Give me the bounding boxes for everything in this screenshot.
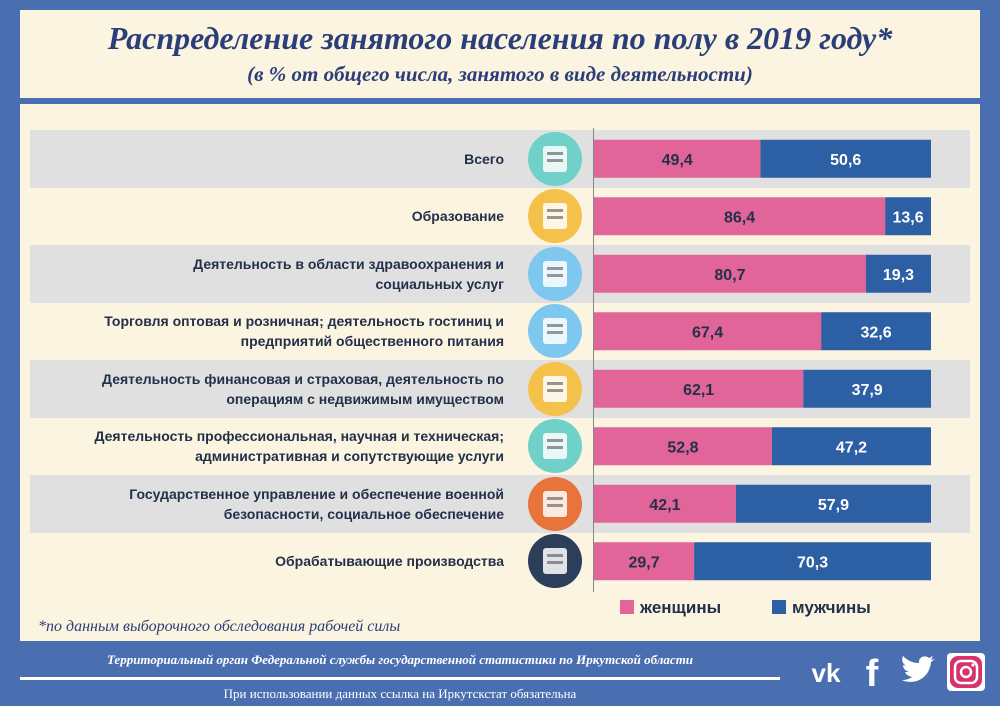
legend-women: женщины [620,598,721,618]
category-label: Деятельность в области здравоохранения и… [24,254,504,294]
twitter-icon[interactable] [896,650,940,694]
legend-label-men: мужчины [792,598,871,617]
data-label-men: 70,3 [797,554,828,571]
bar-women [594,312,822,351]
test-tubes-icon [528,246,582,301]
data-label-women: 86,4 [724,209,755,226]
category-label-line: Деятельность профессиональная, научная и… [94,428,505,445]
category-label-line: социальных услуг [375,275,504,292]
legend-swatch-men [772,600,786,614]
data-label-women: 62,1 [683,382,714,399]
bar-men [771,427,931,466]
svg-text:f: f [866,653,879,694]
manager-icon [528,476,582,531]
money-icon-glyph [543,375,567,402]
factory-icon [528,534,582,589]
chart-axis [593,128,594,592]
data-label-men: 13,6 [893,209,924,226]
bar-men [760,139,931,178]
legend-men: мужчины [772,598,871,618]
category-label-line: Всего [464,150,504,167]
document-list-icon-glyph [543,145,567,172]
category-label: Образование [24,206,504,226]
category-label-line: предприятий общественного питания [240,333,504,350]
bar-chart: 49,4 50,6 86,4 13,6 80,7 19,3 67,4 32,6 62,1 37,9… [594,139,931,581]
bar-men [865,254,931,293]
category-label-line: Обрабатывающие производства [275,553,504,570]
data-label-men: 47,2 [836,439,867,456]
data-label-women: 80,7 [714,267,745,284]
data-label-women: 29,7 [628,554,659,571]
bar-women [594,254,866,293]
instagram-icon[interactable] [944,650,988,694]
footer-notice: При использовании данных ссылка на Иркут… [223,686,577,701]
bar-women [594,139,761,178]
document-list-icon [528,131,582,186]
bar-men [735,484,931,523]
bar-women [594,427,772,466]
footer-agency: Территориальный орган Федеральной службы… [106,652,694,667]
graduation-cap-icon [528,189,582,244]
category-label: Деятельность профессиональная, научная и… [24,426,505,466]
category-label-line: Образование [411,208,504,225]
bar-women [594,542,695,581]
category-label-line: Деятельность финансовая и страховая, дея… [102,370,504,387]
vk-icon[interactable]: vk [806,650,846,694]
manager-icon-glyph [543,490,567,517]
data-label-women: 42,1 [649,497,680,514]
category-label: Всего [24,149,504,169]
bar-women [594,484,736,523]
data-label-women: 52,8 [667,439,698,456]
bar-men [694,542,931,581]
category-label: Торговля оптовая и розничная; деятельнос… [24,311,504,351]
facebook-icon[interactable]: f [852,650,892,694]
category-label-line: Торговля оптовая и розничная; деятельнос… [104,313,504,330]
briefcase-icon [528,419,582,474]
category-label: Деятельность финансовая и страховая, дея… [24,369,504,409]
category-label: Обрабатывающие производства [24,551,504,571]
legend-label-women: женщины [640,598,722,617]
page-title: Распределение занятого населения по полу… [107,20,893,56]
data-label-women: 49,4 [662,152,693,169]
data-label-men: 50,6 [830,152,861,169]
data-label-men: 32,6 [860,324,891,341]
data-label-women: 67,4 [692,324,723,341]
data-label-men: 57,9 [818,497,849,514]
shopping-cart-icon [528,304,582,359]
data-label-men: 37,9 [852,382,883,399]
bar-women [594,197,886,236]
money-icon [528,361,582,416]
footer-divider [20,677,780,680]
category-label-line: административная и сопутствующие услуги [195,448,504,465]
test-tubes-icon-glyph [543,260,567,287]
category-label-line: Деятельность в области здравоохранения и [193,255,504,272]
bar-men [885,197,931,236]
bar-men [803,369,931,408]
category-label-line: Государственное управление и обеспечение… [129,485,504,502]
svg-text:vk: vk [812,658,841,688]
graduation-cap-icon-glyph [543,203,567,230]
briefcase-icon-glyph [543,433,567,460]
bar-men [821,312,931,351]
page-subtitle: (в % от общего числа, занятого в виде де… [247,62,753,86]
chart-panel: Всего Образование Деятельность в области з… [20,104,980,641]
footnote: *по данным выборочного обследования рабо… [38,618,401,635]
category-label-line: операциям с недвижимым имуществом [226,390,504,407]
category-label: Государственное управление и обеспечение… [24,484,504,524]
bar-women [594,369,804,408]
shopping-cart-icon-glyph [543,318,567,345]
legend-swatch-women [620,600,634,614]
header-panel: Распределение занятого населения по полу… [20,10,980,98]
factory-icon-glyph [543,548,567,575]
category-label-line: безопасности, социальное обеспечение [223,505,504,522]
data-label-men: 19,3 [883,267,914,284]
